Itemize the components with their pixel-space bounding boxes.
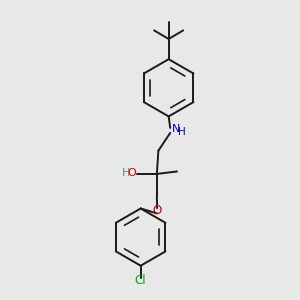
Text: H: H [178,127,186,137]
Text: Cl: Cl [135,274,146,287]
Text: H: H [122,168,130,178]
Text: N: N [172,124,180,134]
Text: O: O [152,204,162,217]
Text: O: O [128,168,136,178]
